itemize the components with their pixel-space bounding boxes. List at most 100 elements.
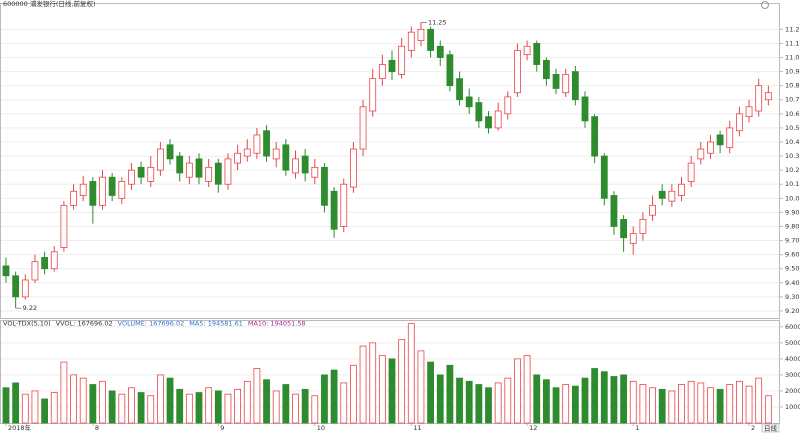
- volume-bar: [108, 390, 116, 424]
- candle-body: [562, 74, 570, 94]
- candle-body: [243, 148, 251, 157]
- y-tick-label: 20000: [785, 387, 800, 395]
- y-tick-label: 60000: [785, 323, 800, 331]
- volume-bar: [716, 388, 724, 424]
- x-tick-label: 12: [529, 424, 537, 432]
- volume-bar: [726, 384, 734, 424]
- y-tick-label: 9.50: [785, 265, 799, 273]
- volume-bar: [137, 392, 145, 424]
- volume-bar: [697, 382, 705, 424]
- settings-icon[interactable]: [761, 1, 769, 9]
- y-tick-label: 10.10: [785, 180, 800, 188]
- candle-body: [736, 113, 743, 132]
- candle-body: [436, 45, 444, 58]
- period-button[interactable]: [761, 423, 780, 433]
- volume-bar: [359, 345, 367, 424]
- volume-bar: [736, 380, 743, 424]
- volume-bar: [272, 390, 280, 424]
- x-tick-label: 2018年: [8, 423, 32, 432]
- volume-bar: [504, 377, 512, 424]
- legend-entry: VOLUME: 167696.02: [118, 320, 185, 328]
- candle-body: [591, 116, 599, 157]
- period-button-label: 日线: [764, 424, 778, 433]
- candle-body: [99, 176, 106, 206]
- volume-bar: [485, 387, 492, 424]
- candle-body: [176, 155, 184, 174]
- volume-bar: [388, 358, 396, 424]
- volume-bar: [41, 398, 48, 424]
- candle-body: [543, 59, 550, 80]
- candle-body: [388, 59, 396, 72]
- volume-bar: [398, 339, 406, 424]
- candle-body: [369, 78, 377, 112]
- candle-body: [108, 176, 116, 196]
- volume-bar: [60, 361, 68, 424]
- y-tick-label: 10.70: [785, 96, 800, 104]
- price-panel-frame: [0, 3, 780, 319]
- candle-body: [678, 183, 685, 196]
- candle-body: [301, 155, 309, 174]
- annotation-label: 9.22: [23, 304, 37, 312]
- legend-entry: MA10: 194051.58: [248, 320, 306, 328]
- candle-body: [764, 92, 772, 101]
- volume-bar: [620, 374, 627, 424]
- candle-body: [494, 110, 502, 129]
- candle-body: [639, 219, 647, 234]
- volume-bar: [649, 387, 656, 424]
- volume-bar: [99, 380, 106, 424]
- volume-bar: [523, 355, 531, 424]
- candle-body: [12, 275, 20, 298]
- volume-bar: [2, 387, 10, 424]
- y-tick-label: 10.50: [785, 124, 800, 132]
- candle-body: [2, 265, 10, 277]
- volume-bar: [321, 374, 328, 424]
- candle-body: [600, 155, 608, 199]
- volume-bar: [446, 364, 454, 424]
- volume-bar: [263, 379, 270, 424]
- candle-body: [427, 28, 435, 51]
- y-tick-label: 10.90: [785, 68, 800, 76]
- candle-body: [610, 195, 618, 227]
- y-tick-label: 10.40: [785, 138, 800, 146]
- candle-body: [465, 96, 473, 108]
- y-tick-label: 9.30: [785, 293, 799, 301]
- volume-bar: [205, 387, 213, 424]
- candle-body: [89, 181, 97, 206]
- candle-body: [349, 148, 357, 188]
- y-tick-label: 9.60: [785, 251, 799, 259]
- candle-body: [407, 31, 415, 51]
- volume-bar: [21, 393, 29, 424]
- volume-bar: [282, 384, 290, 424]
- volume-bar: [543, 379, 550, 424]
- candle-body: [697, 148, 705, 160]
- candle-body: [205, 166, 213, 182]
- y-tick-label: 10.00: [785, 194, 800, 202]
- candle-body: [687, 162, 695, 182]
- candle-body: [128, 169, 135, 185]
- candle-body: [263, 130, 270, 157]
- candle-body: [649, 204, 656, 216]
- volume-bar: [629, 380, 637, 424]
- y-tick-label: 9.20: [785, 307, 799, 315]
- volume-bar: [610, 376, 618, 424]
- y-tick-label: 10000: [785, 403, 800, 411]
- volume-bar: [156, 374, 164, 424]
- y-tick-label: 10.30: [785, 152, 800, 160]
- volume-bar: [678, 384, 685, 424]
- candle-body: [214, 162, 222, 185]
- volume-bar: [378, 355, 386, 424]
- candle-body: [707, 141, 714, 154]
- candle-body: [21, 279, 29, 298]
- y-tick-label: 40000: [785, 355, 800, 363]
- volume-bar: [89, 384, 97, 424]
- volume-bar: [214, 390, 222, 424]
- volume-bar: [234, 388, 242, 424]
- volume-bar: [349, 364, 357, 424]
- x-tick-label: 2: [751, 424, 755, 432]
- candle-body: [571, 71, 579, 101]
- volume-bar: [600, 371, 608, 424]
- volume-bar: [456, 377, 463, 424]
- y-tick-label: 11.20: [785, 25, 800, 33]
- volume-bar: [118, 393, 126, 424]
- candle-body: [340, 183, 348, 227]
